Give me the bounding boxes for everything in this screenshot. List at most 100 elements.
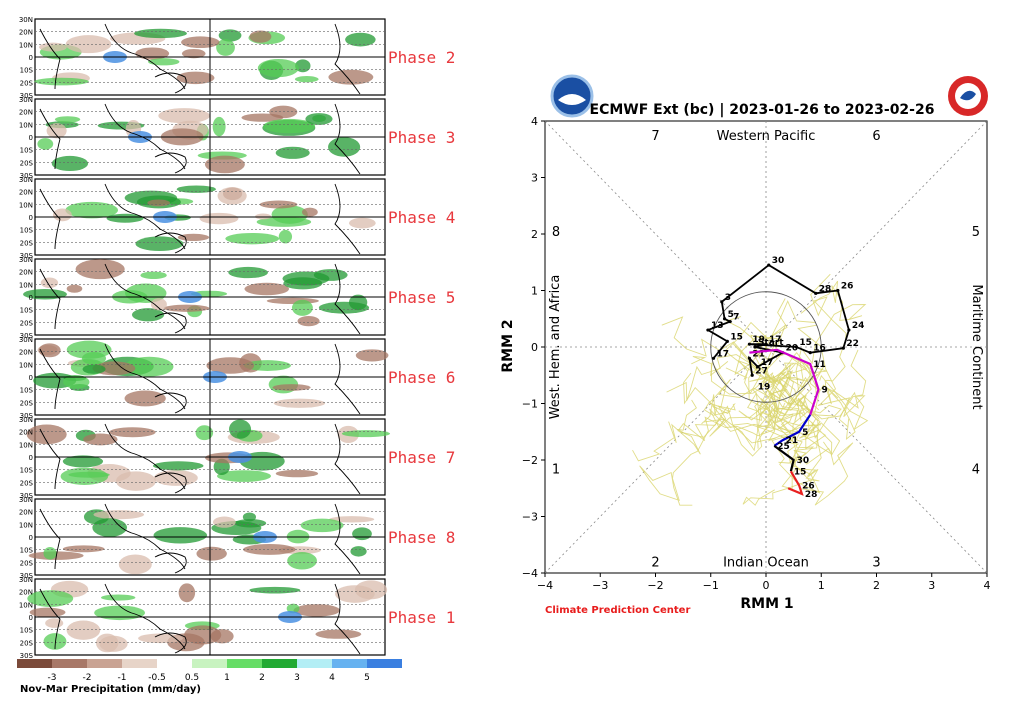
precip-anomaly-blob [217,187,247,205]
observed-date-label: 19 [758,382,771,392]
chart-title: ECMWF Ext (bc) | 2023-01-26 to 2023-02-2… [590,102,935,118]
precip-anomaly-blob [140,271,167,280]
x-tick-label: −4 [537,579,553,592]
precip-anomaly-blob [52,208,72,222]
precip-anomaly-blob [287,552,317,570]
latitude-label: 10N [19,521,33,529]
precip-anomaly-blob [66,620,101,640]
precip-anomaly-blob [100,594,136,601]
latitude-label: 30N [19,576,33,584]
latitude-label: 10S [20,67,34,75]
precip-anomaly-blob [195,425,214,441]
australia-coastline [154,632,187,654]
precip-anomaly-blob [297,316,320,327]
phase-number-7: 7 [651,129,659,144]
precip-anomaly-blob [286,603,300,614]
latitude-label: 0 [29,134,33,142]
precip-anomaly-blob [181,36,220,49]
asia-coastline [104,423,186,490]
precip-anomaly-blob [34,77,89,86]
precip-anomaly-blob [153,470,198,486]
observed-point [747,342,752,346]
forecast-date-label: 9 [821,385,827,395]
forecast-mean-path-segment [773,444,795,472]
colorbar-tick-label: -3 [48,673,57,683]
latitude-label: 0 [29,374,33,382]
observed-point [753,345,757,349]
latitude-label: 30N [19,416,33,424]
precip-anomaly-blob [40,277,59,289]
rmm-phase-diagram-panel: ECMWF Ext (bc) | 2023-01-26 to 2023-02-2… [500,60,1024,640]
ensemble-member-line [742,441,832,506]
australia-coastline [154,472,187,494]
precip-anomaly-blob [99,635,128,652]
latitude-label: 30S [20,412,34,420]
ensemble-member-line [805,349,869,431]
observed-date-label: 13 [711,321,724,331]
phase-number-4: 4 [972,462,980,477]
phase-label: Phase 5 [388,288,455,307]
latitude-label: 30S [20,172,34,180]
precip-anomaly-blob [153,461,204,471]
precip-anomaly-blob [243,360,291,371]
phase-map-1: 30N 20N 10N 0 10S 20S 30S Phase 2 [19,16,456,100]
y-tick-label: −2 [522,454,538,467]
x-tick-label: −3 [592,579,608,592]
africa-coastline [39,28,61,90]
latitude-label: 30S [20,652,34,660]
observed-date-label: 20 [786,344,799,354]
latitude-label: 0 [29,54,33,62]
precip-anomaly-blob [115,471,156,491]
observed-date-label: 5 [728,310,734,320]
observed-date-label: 26 [841,282,854,292]
latitude-label: 30S [20,492,34,500]
america-coastline [334,103,361,175]
latitude-label: 10N [19,41,33,49]
region-label-left: West. Hem. and Africa [548,275,563,420]
latitude-label: 10S [20,467,34,475]
forecast-mean-path-segment [787,470,804,496]
precip-anomaly-blob [181,48,206,59]
latitude-label: 10N [19,601,33,609]
observed-date-label: 28 [819,284,832,294]
x-tick-label: 3 [928,579,935,592]
latitude-label: 10N [19,121,33,129]
ensemble-member-line [771,399,821,494]
x-tick-label: 4 [984,579,991,592]
precip-anomaly-blob [328,69,374,85]
precip-anomaly-blob [153,527,208,544]
colorbar-segment [367,659,402,668]
latitude-label: 10N [19,281,33,289]
y-tick-label: 0 [531,341,538,354]
asia-coastline [104,23,186,90]
latitude-label: 20S [20,239,34,247]
ensemble-member-line [677,391,796,452]
precip-anomaly-blob [243,544,296,555]
precip-anomaly-blob [257,58,299,78]
forecast-date-label: 15 [794,467,807,477]
precip-anomaly-blob [45,618,64,628]
forecast-date-label: 25 [777,442,790,452]
rmm-phase-diagram-svg: ECMWF Ext (bc) | 2023-01-26 to 2023-02-2… [500,74,991,616]
observed-date-label: 7 [733,313,739,323]
latitude-label: 30N [19,176,33,184]
precip-anomaly-blob [29,607,66,618]
latitude-label: 0 [29,534,33,542]
africa-coastline [39,508,61,570]
australia-coastline [154,152,187,174]
phase-label: Phase 6 [388,368,455,387]
latitude-label: 20N [19,509,33,517]
precip-anomaly-blob [43,547,57,560]
observed-point [794,345,798,349]
precip-anomaly-blob [54,116,81,123]
precip-anomaly-blob [81,351,107,365]
america-coastline [334,583,361,655]
phase-label: Phase 3 [388,128,455,147]
precip-anomaly-blob [37,138,54,150]
region-label-top: Western Pacific [717,129,816,144]
precip-anomaly-blob [249,30,272,43]
observed-point [728,319,732,324]
observed-point [711,356,716,360]
asia-coastline [104,263,186,330]
